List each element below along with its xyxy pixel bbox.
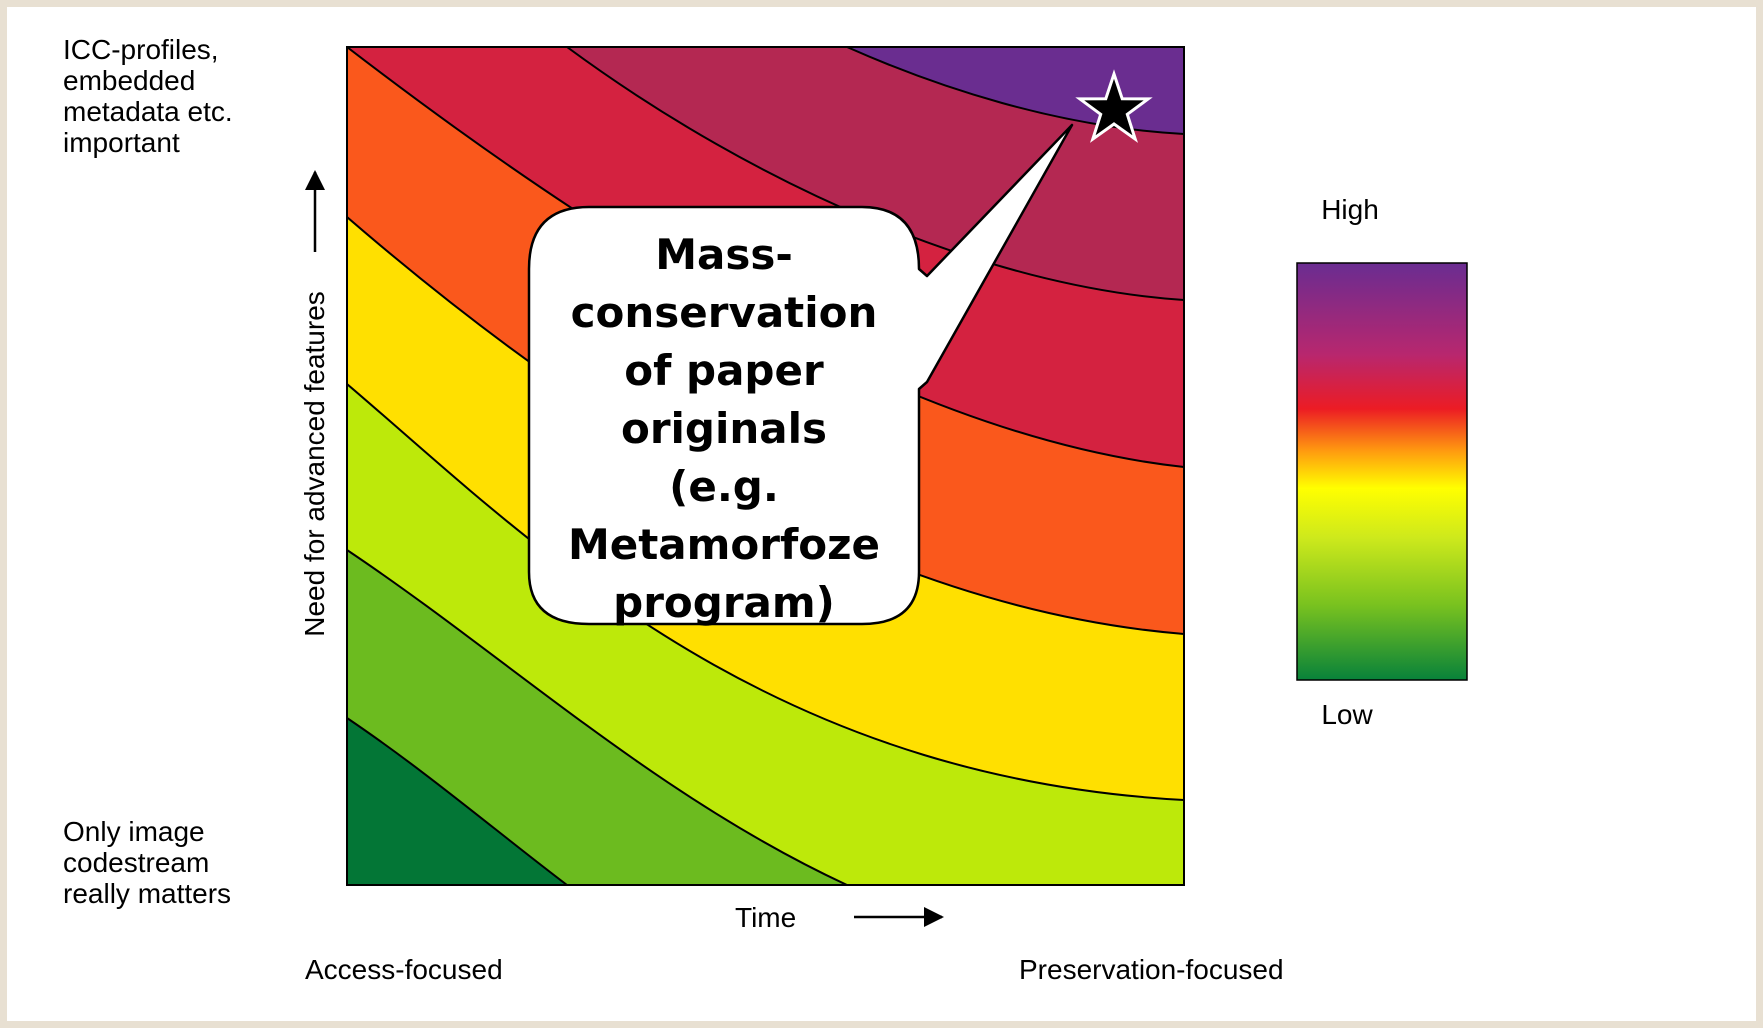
plot-border	[346, 46, 1185, 886]
callout-line: Mass-	[655, 230, 793, 279]
y-axis-bottom-label: Only image codestream really matters	[63, 816, 231, 909]
contour-line-3	[347, 383, 1184, 801]
callout-text: Mass-conservation of paper originals (e.g. M…	[568, 230, 880, 627]
callout-line: program)	[613, 578, 835, 627]
star-icon	[1075, 69, 1153, 143]
contour-line-7	[846, 47, 1184, 135]
callout-line: conservation	[571, 288, 878, 337]
contour-band-2	[347, 550, 847, 885]
legend-gradient-bar	[1296, 262, 1468, 681]
x-axis-right-label: Preservation-focused	[1019, 954, 1284, 985]
legend-high-label: High	[1321, 194, 1379, 225]
callout-line: originals	[621, 404, 827, 453]
callout-line: (e.g.	[669, 462, 779, 511]
callout-line: Metamorfoze	[568, 520, 880, 569]
x-axis-label: Time	[735, 902, 796, 933]
x-axis-left-label: Access-focused	[305, 954, 503, 985]
legend-low-label: Low	[1321, 699, 1373, 730]
contour-line-2	[347, 549, 848, 885]
y-axis-top-label: ICC-profiles, embedded metadata etc. imp…	[63, 34, 240, 158]
callout-line: of paper	[624, 346, 824, 395]
figure-frame: Mass-conservation of paper originals (e.g. M…	[7, 7, 1756, 1021]
callout-bubble	[527, 123, 1074, 626]
y-axis-label: Need for advanced features	[299, 291, 330, 637]
diagram: Mass-conservation of paper originals (e.g. M…	[63, 34, 1468, 985]
contour-line-1	[347, 717, 568, 885]
